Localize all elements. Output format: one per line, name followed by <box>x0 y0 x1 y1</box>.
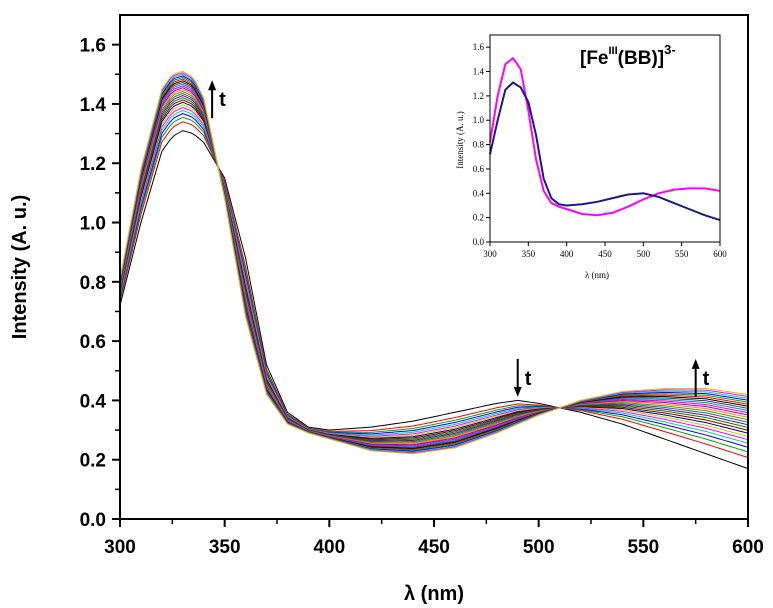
x-axis-label: λ (nm) <box>404 583 464 605</box>
spectrum-curve <box>119 113 749 448</box>
inset-y-axis-label: Intensity (A. u.) <box>455 111 465 169</box>
time-arrow-up: t <box>691 358 710 397</box>
inset-curves <box>489 56 721 222</box>
inset-x-tick-label: 300 <box>483 249 497 259</box>
x-tick-label: 450 <box>418 537 450 558</box>
inset-x-tick-label: 600 <box>713 249 727 259</box>
spectrum-curve <box>119 80 749 450</box>
y-tick-label: 1.4 <box>80 95 107 116</box>
y-tick-label: 0.2 <box>80 451 106 472</box>
inset-title-oxidation: III <box>609 45 618 57</box>
inset-y-tick-label: 0.4 <box>473 188 485 198</box>
y-tick-label: 0.4 <box>80 391 107 412</box>
inset-series-line <box>489 56 721 217</box>
inset-y-tick-label: 0.8 <box>473 140 485 150</box>
main-curves <box>119 70 749 470</box>
inset-y-tick-label: 0.2 <box>473 213 484 223</box>
inset-title-ligand: (BB)] <box>618 48 664 69</box>
inset-plot: 300 350 400 450 500 550 600 0.0 0.2 0.4 0.6 0.8 1.0 1… <box>455 34 728 280</box>
inset-y-tick-label: 1.2 <box>473 91 484 101</box>
inset-y-tick-label: 0.6 <box>473 164 485 174</box>
inset-y-tick-label: 1.0 <box>473 115 485 125</box>
spectrum-curve <box>119 130 749 470</box>
time-label: t <box>219 89 226 111</box>
inset-x-axis-label: λ (nm) <box>585 270 609 280</box>
y-tick-label: 1.2 <box>80 154 106 175</box>
inset-title-base: [Fe <box>580 48 609 69</box>
inset-series-line <box>489 81 721 222</box>
inset-x-tick-label: 400 <box>560 249 574 259</box>
time-arrow-down: t <box>513 358 532 397</box>
inset-x-tick-label: 350 <box>522 249 536 259</box>
y-tick-label: 1.0 <box>80 214 106 235</box>
inset-x-tick-label: 450 <box>598 249 612 259</box>
y-tick-label: 0.0 <box>80 510 106 531</box>
main-axis-ticks: 300 350 400 450 500 550 600 0.0 0.2 0.4 0.6 0.8 1.0 1… <box>80 36 764 558</box>
inset-axis-ticks: 300 350 400 450 500 550 600 0.0 0.2 0.4 0.6 0.8 1.0 1… <box>473 42 728 259</box>
y-tick-label: 0.8 <box>80 273 106 294</box>
spectrum-curve <box>119 121 749 459</box>
x-tick-label: 300 <box>104 537 136 558</box>
time-annotations: t t t <box>208 80 710 397</box>
y-tick-label: 0.6 <box>80 332 106 353</box>
spectrum-curve <box>119 72 749 454</box>
inset-x-tick-label: 550 <box>675 249 689 259</box>
spectrum-curve <box>119 70 749 455</box>
spectrum-curve <box>119 76 749 451</box>
x-tick-label: 400 <box>313 537 345 558</box>
x-tick-label: 600 <box>732 537 764 558</box>
time-label: t <box>703 368 710 390</box>
x-tick-label: 500 <box>523 537 555 558</box>
x-tick-label: 350 <box>209 537 241 558</box>
x-tick-label: 550 <box>627 537 659 558</box>
inset-title: [FeIII(BB)]3- <box>580 42 676 69</box>
inset-y-tick-label: 0.0 <box>473 237 485 247</box>
y-axis-label: Intensity (A. u.) <box>9 195 31 339</box>
inset-title-charge: 3- <box>664 42 676 57</box>
inset-y-tick-label: 1.4 <box>473 67 485 77</box>
y-tick-label: 1.6 <box>80 36 106 57</box>
main-plot: 300 350 400 450 500 550 600 0.0 0.2 0.4 0.6 0.8 1.0 1… <box>9 14 764 605</box>
time-arrow-up: t <box>208 80 226 119</box>
inset-x-tick-label: 500 <box>637 249 651 259</box>
time-label: t <box>525 368 532 390</box>
inset-y-tick-label: 1.6 <box>473 42 485 52</box>
